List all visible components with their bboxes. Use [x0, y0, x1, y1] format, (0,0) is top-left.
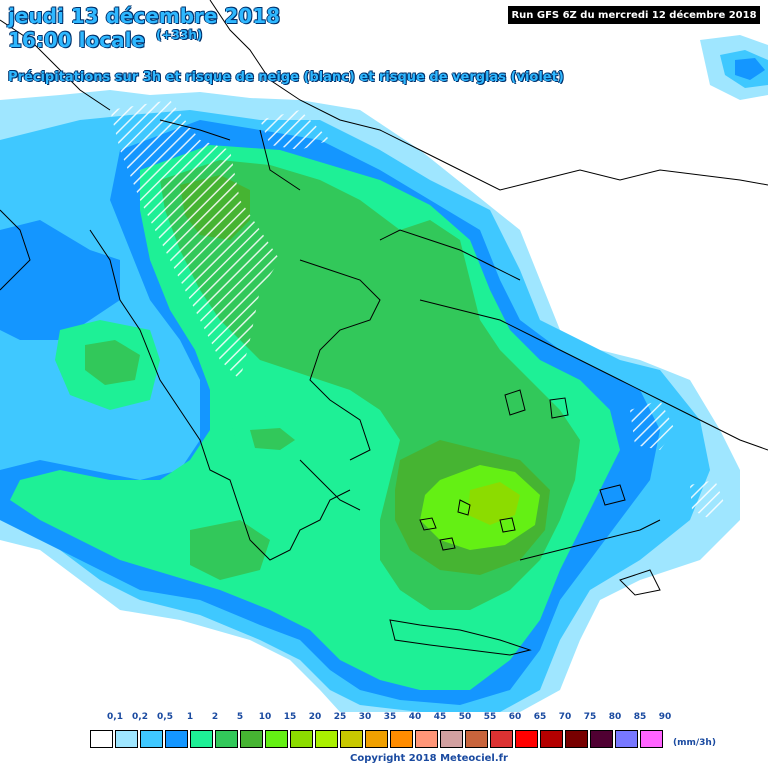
legend-tick-label: 10 — [258, 712, 272, 722]
map-subtitle: Précipitations sur 3h et risque de neige… — [8, 70, 564, 85]
forecast-date: jeudi 13 décembre 2018 — [8, 4, 281, 28]
legend-swatch — [390, 730, 413, 748]
snow-risk-hatch — [110, 100, 725, 520]
copyright-text: Copyright 2018 Meteociel.fr — [350, 753, 508, 764]
legend-swatch — [190, 730, 213, 748]
legend-tick-label: 5 — [236, 712, 244, 722]
legend-swatch — [365, 730, 388, 748]
legend-swatch — [215, 730, 238, 748]
legend-swatch — [540, 730, 563, 748]
legend-swatch — [440, 730, 463, 748]
legend-unit: (mm/3h) — [673, 738, 716, 748]
legend-swatch — [290, 730, 313, 748]
legend-swatch — [640, 730, 663, 748]
legend-tick-label: 45 — [433, 712, 447, 722]
legend-swatch — [415, 730, 438, 748]
forecast-time: 16:00 locale (+33h) — [8, 28, 202, 52]
legend-tick-label: 85 — [633, 712, 647, 722]
legend-tick-label: 20 — [308, 712, 322, 722]
legend-tick-label: 50 — [458, 712, 472, 722]
legend-swatch — [615, 730, 638, 748]
legend-tick-label: 40 — [408, 712, 422, 722]
legend-tick-label: 65 — [533, 712, 547, 722]
legend-tick-label: 55 — [483, 712, 497, 722]
legend-tick-label: 2 — [211, 712, 219, 722]
legend-swatch — [490, 730, 513, 748]
legend-swatch — [90, 730, 113, 748]
legend-tick-label: 90 — [658, 712, 672, 722]
legend-tick-label: 0,1 — [107, 712, 123, 722]
lead-time-label: (+33h) — [155, 28, 203, 42]
legend-tick-label: 25 — [333, 712, 347, 722]
legend-tick-label: 1 — [186, 712, 194, 722]
precipitation-legend: 0,1 0,2 0,5 1 2 5 10 15 20 25 30 35 40 45 50 55 60 65 70 75… — [88, 712, 768, 768]
precip-layer-lime — [468, 482, 520, 525]
legend-tick-label: 0,2 — [132, 712, 148, 722]
legend-swatch — [165, 730, 188, 748]
run-info-box: Run GFS 6Z du mercredi 12 décembre 2018 — [508, 6, 760, 24]
legend-swatch — [340, 730, 363, 748]
legend-swatch — [240, 730, 263, 748]
legend-swatch — [265, 730, 288, 748]
legend-swatch — [565, 730, 588, 748]
legend-swatch — [315, 730, 338, 748]
forecast-time-label: 16:00 locale — [8, 28, 145, 52]
legend-swatch — [140, 730, 163, 748]
legend-tick-label: 0,5 — [157, 712, 173, 722]
legend-swatch — [115, 730, 138, 748]
legend-swatch — [465, 730, 488, 748]
legend-tick-label: 15 — [283, 712, 297, 722]
legend-tick-label: 80 — [608, 712, 622, 722]
legend-tick-label: 35 — [383, 712, 397, 722]
legend-swatch — [515, 730, 538, 748]
legend-tick-label: 60 — [508, 712, 522, 722]
legend-tick-label: 75 — [583, 712, 597, 722]
legend-swatch — [590, 730, 613, 748]
legend-tick-label: 30 — [358, 712, 372, 722]
legend-tick-label: 70 — [558, 712, 572, 722]
coastlines — [0, 0, 768, 656]
